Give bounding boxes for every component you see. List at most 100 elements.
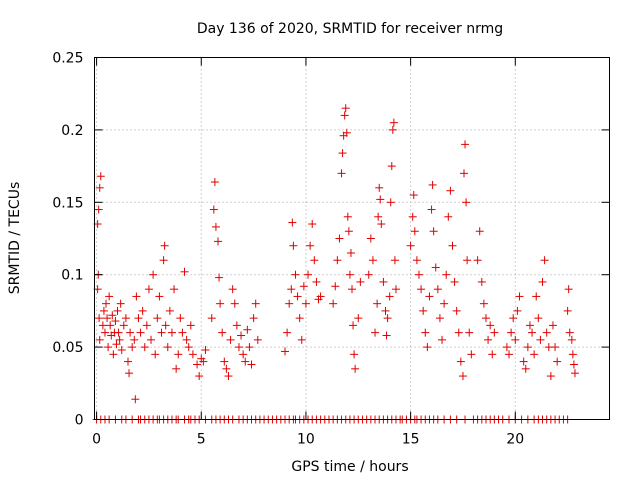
data-point bbox=[421, 328, 430, 337]
data-point bbox=[454, 328, 463, 337]
data-point bbox=[565, 328, 574, 337]
data-point bbox=[521, 364, 530, 373]
data-point bbox=[153, 314, 162, 323]
data-point bbox=[232, 321, 241, 330]
data-point bbox=[163, 343, 172, 352]
points-layer bbox=[93, 104, 579, 404]
data-point bbox=[444, 212, 453, 221]
data-point bbox=[142, 321, 151, 330]
data-point bbox=[123, 357, 132, 366]
data-point bbox=[438, 335, 447, 344]
data-point bbox=[431, 263, 440, 272]
data-point bbox=[368, 256, 377, 265]
data-point bbox=[440, 299, 449, 308]
data-point bbox=[105, 292, 114, 301]
data-point bbox=[548, 321, 557, 330]
data-point bbox=[216, 299, 225, 308]
data-point bbox=[178, 328, 187, 337]
data-point bbox=[195, 372, 204, 381]
data-point bbox=[96, 172, 105, 181]
data-point bbox=[349, 321, 358, 330]
data-point bbox=[180, 267, 189, 276]
data-point bbox=[147, 335, 156, 344]
grid-layer bbox=[94, 57, 610, 420]
data-point bbox=[199, 357, 208, 366]
data-point bbox=[442, 270, 451, 279]
data-point bbox=[452, 306, 461, 315]
data-point bbox=[419, 306, 428, 315]
data-point bbox=[119, 321, 128, 330]
data-point bbox=[409, 191, 418, 200]
data-point bbox=[138, 306, 147, 315]
data-point bbox=[228, 285, 237, 294]
data-point bbox=[222, 364, 231, 373]
data-point bbox=[125, 369, 134, 378]
data-point bbox=[243, 325, 252, 334]
data-point bbox=[108, 311, 117, 320]
data-point bbox=[528, 328, 537, 337]
data-point bbox=[186, 321, 195, 330]
data-point bbox=[112, 340, 121, 349]
data-point bbox=[374, 212, 383, 221]
data-point bbox=[477, 277, 486, 286]
data-point bbox=[458, 372, 467, 381]
data-point bbox=[406, 241, 415, 250]
data-point bbox=[446, 186, 455, 195]
data-point bbox=[377, 220, 386, 229]
data-point bbox=[134, 314, 143, 323]
data-point bbox=[234, 343, 243, 352]
data-point bbox=[165, 306, 174, 315]
x-tick-label: 20 bbox=[506, 432, 524, 448]
data-point bbox=[95, 335, 104, 344]
data-point bbox=[340, 111, 349, 120]
data-point bbox=[241, 357, 250, 366]
data-point bbox=[312, 277, 321, 286]
data-point bbox=[542, 328, 551, 337]
data-point bbox=[519, 357, 528, 366]
data-point bbox=[333, 256, 342, 265]
data-point bbox=[249, 314, 258, 323]
data-point bbox=[295, 314, 304, 323]
data-point bbox=[140, 343, 149, 352]
data-point bbox=[207, 314, 216, 323]
y-tick-label: 0 bbox=[75, 413, 84, 429]
data-point bbox=[193, 360, 202, 369]
data-point bbox=[184, 343, 193, 352]
data-point bbox=[117, 345, 126, 354]
data-point bbox=[98, 321, 107, 330]
data-point bbox=[218, 328, 227, 337]
ticks-layer: 0 0.05 0.1 0.15 0.2 0.25 0 5 10 15 20 bbox=[52, 51, 610, 448]
data-point bbox=[390, 256, 399, 265]
data-point bbox=[289, 241, 298, 250]
data-point bbox=[417, 285, 426, 294]
data-point bbox=[210, 178, 219, 187]
data-point bbox=[381, 306, 390, 315]
data-point bbox=[160, 241, 169, 250]
data-point bbox=[131, 395, 140, 404]
data-point bbox=[291, 270, 300, 279]
data-point bbox=[382, 331, 391, 340]
data-point bbox=[136, 328, 145, 337]
data-point bbox=[423, 343, 432, 352]
data-point bbox=[161, 321, 170, 330]
data-point bbox=[383, 314, 392, 323]
data-point bbox=[306, 241, 315, 250]
data-point bbox=[461, 140, 470, 149]
data-point bbox=[429, 227, 438, 236]
data-point bbox=[281, 347, 290, 356]
data-point bbox=[530, 350, 539, 359]
data-point bbox=[507, 328, 516, 337]
data-point bbox=[126, 328, 135, 337]
data-point bbox=[509, 314, 518, 323]
data-point bbox=[109, 350, 118, 359]
data-point bbox=[341, 104, 350, 113]
data-point bbox=[546, 372, 555, 381]
data-point bbox=[532, 292, 541, 301]
data-point bbox=[391, 285, 400, 294]
data-point bbox=[356, 277, 365, 286]
data-point bbox=[387, 162, 396, 171]
data-point bbox=[538, 277, 547, 286]
data-point bbox=[245, 343, 254, 352]
data-point bbox=[385, 292, 394, 301]
data-point bbox=[167, 328, 176, 337]
